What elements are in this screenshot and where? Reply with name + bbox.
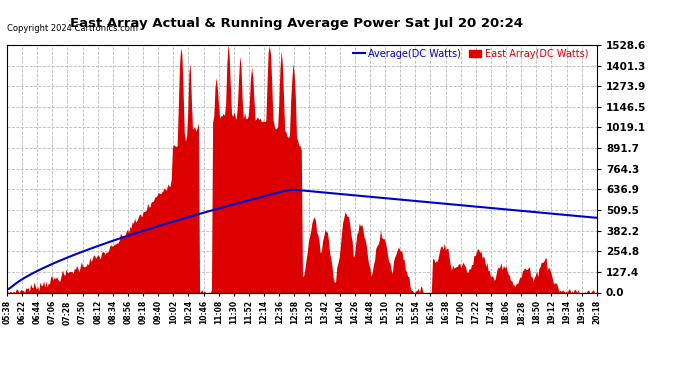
Text: East Array Actual & Running Average Power Sat Jul 20 20:24: East Array Actual & Running Average Powe… xyxy=(70,17,523,30)
Legend: Average(DC Watts), East Array(DC Watts): Average(DC Watts), East Array(DC Watts) xyxy=(349,45,592,63)
Text: Copyright 2024 Cartronics.com: Copyright 2024 Cartronics.com xyxy=(7,24,138,33)
